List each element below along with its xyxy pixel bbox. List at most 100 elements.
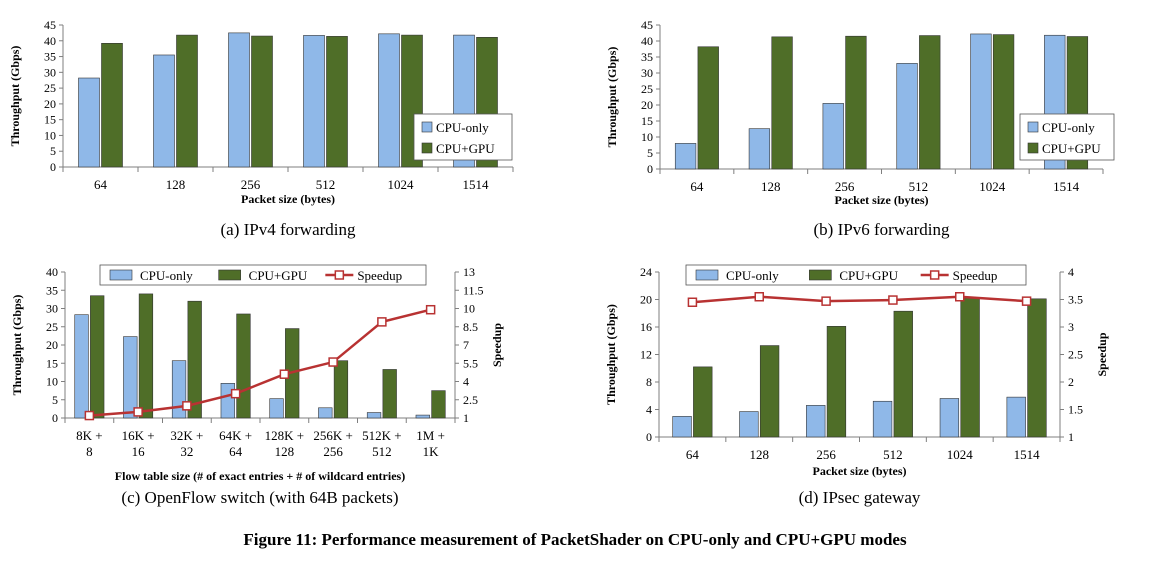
y2-tick-label: 1 [1068, 430, 1074, 444]
speedup-point [230, 388, 241, 399]
x-tick-label: 128 [275, 444, 295, 459]
y2-axis-label: Speedup [490, 323, 504, 367]
bar-cpu-gpu [326, 36, 348, 168]
y2-tick-label: 3.5 [1068, 293, 1083, 307]
bar-cpu-gpu [187, 300, 202, 419]
y-tick-label: 20 [641, 98, 653, 112]
speedup-point [425, 304, 436, 315]
x-tick-label: 1024 [388, 177, 415, 192]
x-tick-label: 512 [372, 444, 392, 459]
bar-cpu-only [220, 383, 235, 419]
subfigure-caption: (d) IPsec gateway [799, 488, 921, 507]
x-tick-label: 512 [909, 179, 929, 194]
x-axis-label: Packet size (bytes) [835, 193, 929, 207]
y-tick-label: 10 [44, 128, 56, 142]
bar-cpu-only [74, 314, 89, 419]
legend-cpu-gpu-swatch [421, 142, 433, 154]
bar-cpu-gpu [138, 293, 154, 419]
bar-cpu-gpu [693, 366, 713, 438]
speedup-point [279, 369, 290, 379]
bar-cpu-only [78, 77, 100, 168]
legend: CPU-only CPU+GPU Speedup [99, 264, 427, 286]
legend-cpu-only-swatch [421, 121, 433, 133]
legend-cpu-gpu-label: CPU+GPU [249, 268, 308, 283]
y-tick-label: 20 [44, 97, 56, 111]
x-tick-label: 1514 [1014, 447, 1041, 462]
y-tick-label: 5 [647, 146, 653, 160]
bar-cpu-only [872, 400, 893, 438]
legend-cpu-gpu-swatch [1027, 142, 1039, 154]
y-tick-label: 45 [641, 18, 653, 32]
y-axis-label: Throughput (Gbps) [605, 47, 619, 148]
x-axis-label: Flow table size (# of exact entries + # … [115, 469, 405, 483]
speedup-point [182, 401, 192, 411]
y-tick-label: 40 [641, 34, 653, 48]
y-tick-label: 0 [50, 160, 56, 174]
legend-cpu-only-swatch [1027, 121, 1039, 133]
y-tick-label: 5 [50, 144, 56, 158]
y2-tick-label: 1 [463, 411, 469, 425]
bar-cpu-only [366, 412, 382, 419]
legend-cpu-only-label: CPU-only [436, 120, 489, 135]
y-tick-label: 5 [52, 393, 58, 407]
speedup-point [133, 407, 143, 417]
y2-tick-label: 2 [1068, 375, 1074, 389]
y2-tick-label: 7 [463, 338, 469, 352]
x-tick-label: 1024 [947, 447, 974, 462]
subfigure-caption: (a) IPv4 forwarding [220, 220, 356, 239]
bar-cpu-gpu [236, 313, 251, 419]
bar-cpu-only [123, 336, 138, 419]
x-axis-label: Packet size (bytes) [241, 192, 335, 206]
y-tick-label: 40 [46, 265, 58, 279]
bar-cpu-only [415, 414, 430, 419]
y-tick-label: 10 [641, 130, 653, 144]
x-tick-label: 64K + [219, 428, 252, 443]
y2-tick-label: 10 [463, 302, 475, 316]
x-tick-label: 256 [835, 179, 855, 194]
bar-cpu-gpu [826, 326, 847, 438]
y-tick-label: 45 [44, 18, 56, 32]
bar-cpu-only [303, 35, 325, 168]
x-tick-label: 512 [883, 447, 903, 462]
y-tick-label: 15 [641, 114, 653, 128]
y-tick-label: 35 [44, 50, 56, 64]
x-tick-label: 64 [94, 177, 108, 192]
x-tick-label: 1K [423, 444, 440, 459]
bar-cpu-only [672, 416, 692, 438]
x-tick-label: 16 [132, 444, 146, 459]
speedup-point [328, 357, 338, 367]
legend-box [685, 264, 1027, 286]
legend-cpu-only-label: CPU-only [726, 268, 779, 283]
y-tick-label: 25 [641, 82, 653, 96]
x-tick-label: 512K + [362, 428, 401, 443]
bar-cpu-only [228, 32, 250, 168]
y2-tick-label: 3 [1068, 320, 1074, 334]
bar-cpu-gpu [845, 35, 867, 170]
y-tick-label: 0 [647, 162, 653, 176]
legend-cpu-gpu-label: CPU+GPU [436, 141, 495, 156]
chart-panel-4: 0 4 8 12 16 20 24 64 128 256 512 1024 1514 1 1.5 2 2.5 3 3… [604, 264, 1109, 507]
bar-cpu-gpu [431, 390, 446, 419]
y-tick-label: 0 [52, 411, 58, 425]
bar-cpu-only [674, 143, 697, 170]
y2-tick-label: 4 [463, 375, 469, 389]
legend-cpu-gpu-label: CPU+GPU [1042, 141, 1101, 156]
bar-cpu-only [970, 33, 992, 170]
y2-tick-label: 2.5 [463, 393, 478, 407]
y-tick-label: 30 [46, 302, 58, 316]
legend-cpu-only-swatch [109, 269, 133, 281]
figure-caption: Figure 11: Performance measurement of Pa… [243, 530, 907, 549]
bar-cpu-gpu [893, 310, 913, 438]
legend: CPU-only CPU+GPU [413, 113, 513, 161]
speedup-line [692, 295, 1027, 304]
speedup-point [687, 297, 698, 307]
x-tick-label: 64 [229, 444, 243, 459]
y-tick-label: 15 [46, 356, 58, 370]
y-tick-label: 15 [44, 113, 56, 127]
y-tick-label: 24 [640, 265, 652, 279]
y-tick-label: 25 [46, 320, 58, 334]
x-tick-label: 256K + [313, 428, 352, 443]
y-tick-label: 4 [646, 403, 652, 417]
speedup-point [84, 410, 95, 421]
